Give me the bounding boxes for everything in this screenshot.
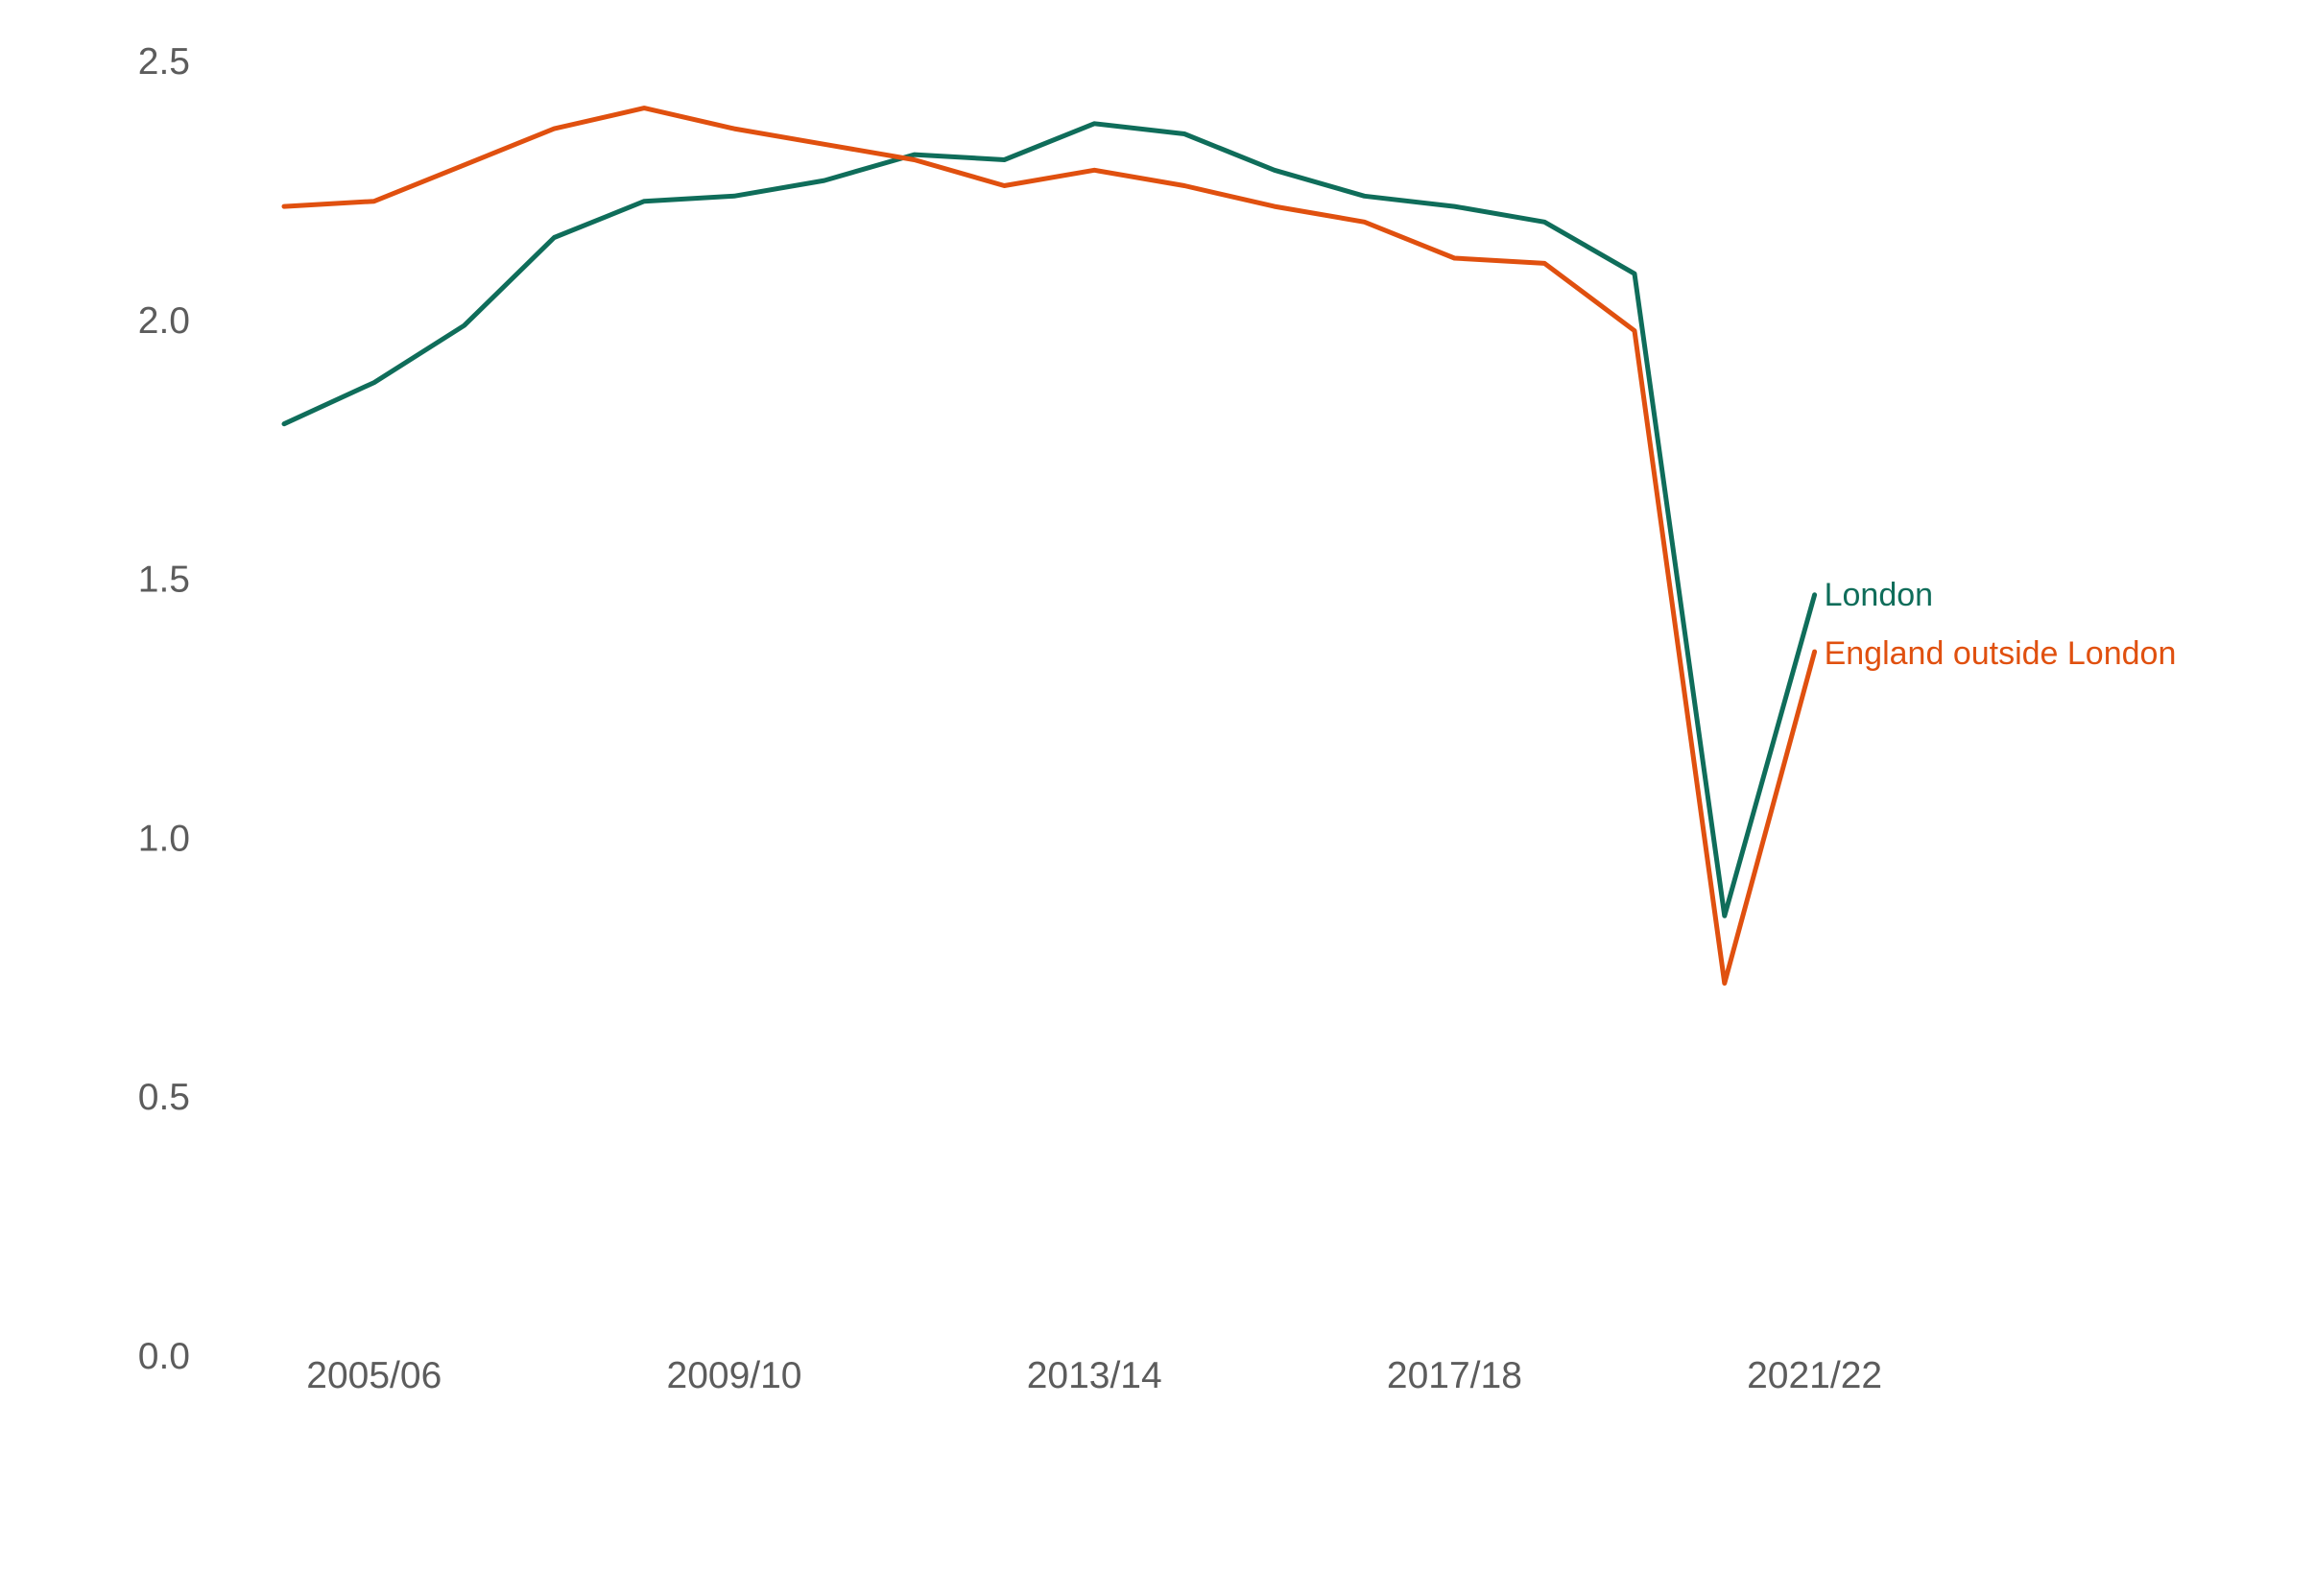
x-tick-label: 2005/06 [306,1355,442,1396]
series-line-london [281,121,1818,918]
x-tick-label: 2013/14 [1027,1355,1162,1396]
series-labels: London England outside London [1825,577,2177,672]
x-axis: 2005/06 2009/10 2013/14 2017/18 2021/22 [306,1355,1882,1396]
y-tick-label: 2.0 [138,300,190,342]
y-tick-label: 1.5 [138,560,190,601]
series-label-england-outside-london: England outside London [1825,635,2177,672]
y-axis: 0.0 0.5 1.0 1.5 2.0 2.5 [138,41,190,1377]
series-label-london: London [1825,577,1933,613]
y-tick-label: 1.0 [138,818,190,859]
x-tick-label: 2009/10 [667,1355,802,1396]
y-tick-label: 2.5 [138,41,190,83]
series-lines [281,106,1818,986]
y-tick-label: 0.5 [138,1077,190,1118]
x-tick-label: 2021/22 [1747,1355,1882,1396]
series-line-england-outside-london [281,106,1818,986]
y-tick-label: 0.0 [138,1336,190,1377]
x-tick-label: 2017/18 [1387,1355,1522,1396]
